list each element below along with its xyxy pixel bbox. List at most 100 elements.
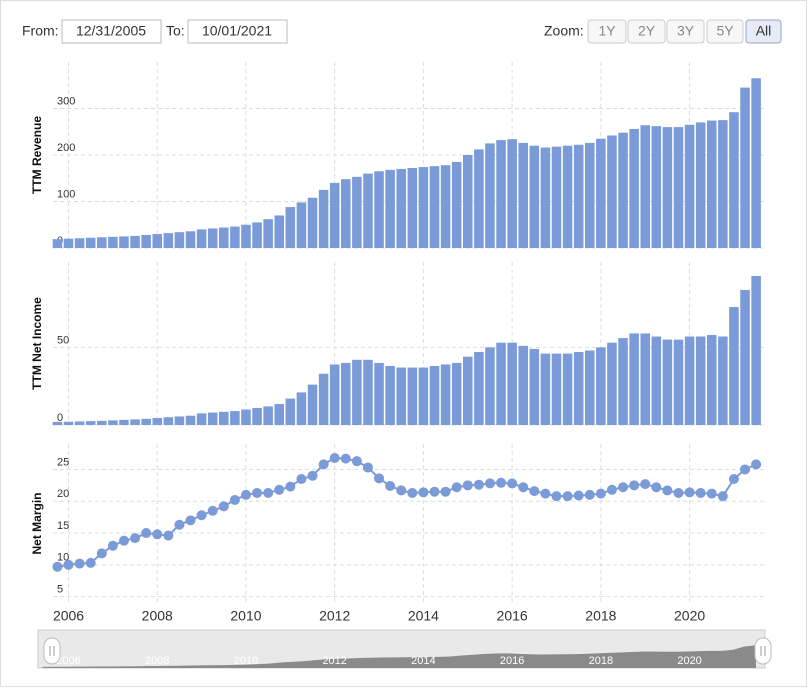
zoom-button-label[interactable]: 5Y [716, 23, 734, 39]
marker [329, 452, 340, 463]
marker [462, 480, 473, 491]
bar [618, 132, 628, 248]
marker [662, 485, 673, 496]
bar [407, 168, 418, 248]
bar [673, 127, 684, 248]
marker [473, 479, 484, 490]
navigator-label: 2010 [234, 655, 258, 667]
to-value[interactable]: 10/01/2021 [202, 23, 272, 39]
y-tick-label: 0 [57, 412, 63, 424]
marker [229, 494, 240, 505]
zoom-button[interactable] [627, 19, 666, 44]
zoom-button-label[interactable]: 3Y [677, 23, 695, 39]
bar [130, 419, 140, 425]
bar [341, 362, 351, 425]
to-label: To: [166, 23, 185, 39]
bar [307, 197, 318, 248]
bar [374, 362, 384, 425]
marker [629, 480, 640, 491]
zoom-button-label[interactable]: All [756, 23, 772, 39]
marker [728, 473, 739, 484]
bar [174, 416, 185, 425]
navigator-handle[interactable] [43, 637, 61, 665]
y-tick-label: 5 [57, 584, 63, 596]
bar [352, 176, 362, 248]
bar [429, 366, 440, 425]
bar [540, 147, 551, 248]
bar [141, 418, 151, 425]
bar [296, 392, 307, 425]
bar [252, 407, 262, 425]
bar [52, 421, 63, 425]
navigator-handle[interactable] [754, 637, 772, 665]
bar [219, 227, 229, 248]
bar [496, 342, 506, 425]
x-tick-label: 2008 [142, 608, 173, 624]
navigator-label: 2014 [411, 655, 435, 667]
from-input[interactable] [61, 19, 162, 44]
from-value[interactable]: 12/31/2005 [76, 23, 146, 39]
bar [207, 228, 218, 248]
marker [618, 482, 629, 493]
marker [562, 491, 573, 502]
zoom-button[interactable] [745, 19, 782, 44]
marker [318, 459, 329, 470]
marker [130, 533, 141, 544]
to-input[interactable] [187, 19, 288, 44]
bar [363, 359, 373, 425]
bar [97, 420, 107, 425]
bar [418, 167, 429, 248]
x-tick-label: 2012 [319, 608, 350, 624]
bar [585, 350, 595, 425]
marker [152, 529, 163, 540]
bar [352, 359, 362, 425]
y-tick-label: 50 [57, 334, 69, 346]
bar [63, 238, 74, 248]
bar [662, 127, 673, 248]
marker [96, 548, 107, 559]
bar [474, 149, 484, 248]
bar [651, 336, 662, 425]
bar [108, 420, 118, 425]
bar [196, 229, 207, 248]
bar [119, 236, 129, 248]
bar [596, 138, 606, 248]
marker [340, 453, 351, 464]
bar [451, 161, 462, 248]
bar [451, 362, 462, 425]
y-tick-label: 300 [57, 95, 75, 107]
bar [63, 421, 74, 425]
bar [729, 112, 739, 248]
bar [673, 339, 684, 425]
bar [196, 413, 207, 425]
zoom-button[interactable] [706, 19, 744, 44]
marker [351, 456, 362, 467]
marker [518, 482, 529, 493]
bar [440, 364, 451, 425]
x-tick-label: 2018 [585, 608, 616, 624]
marker [529, 486, 540, 497]
bar [607, 135, 617, 248]
zoom-button-label[interactable]: 2Y [638, 23, 656, 39]
bar [640, 125, 650, 248]
zoom-button[interactable] [666, 19, 705, 44]
bar [518, 142, 528, 248]
marker [374, 473, 385, 484]
bar [163, 233, 174, 248]
zoom-button-label[interactable]: 1Y [598, 23, 616, 39]
bar [651, 126, 662, 248]
marker [606, 484, 617, 495]
from-label: From: [22, 23, 59, 39]
bar [718, 336, 728, 425]
bar [307, 384, 318, 425]
bar [285, 398, 296, 425]
marker [551, 491, 562, 502]
y-axis-title: TTM Net Income [30, 297, 44, 390]
marker [640, 479, 651, 490]
zoom-button[interactable] [587, 19, 627, 44]
bar [418, 367, 429, 425]
bar [485, 143, 495, 248]
bar [695, 122, 706, 248]
bar [152, 418, 163, 425]
